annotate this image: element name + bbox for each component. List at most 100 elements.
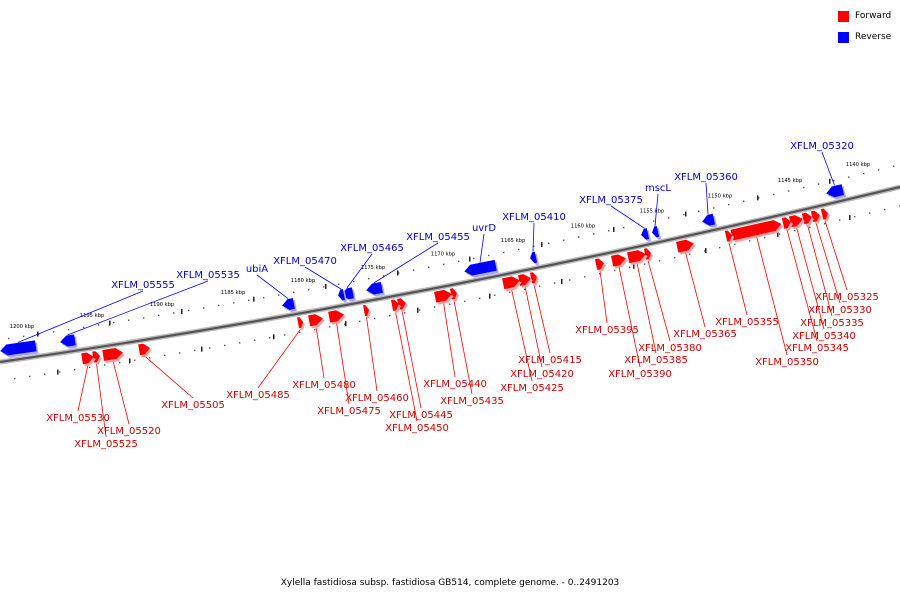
forward-leader [636,262,657,354]
scale-label: 1195 kbp [80,313,105,319]
scale-dot-lower [764,236,766,239]
scale-dot-lower [689,253,691,256]
scale-dot-upper [248,299,250,301]
backbone-layer [0,184,900,365]
reverse-leader [479,233,485,263]
scale-dot-upper [668,217,670,219]
scale-dot-lower [524,288,526,290]
scale-label: 1140 kbp [846,162,871,168]
scale-dot-lower [149,357,151,359]
scale-dot-upper [8,337,10,340]
forward-leader [647,260,671,342]
scale-dot-lower [74,368,76,371]
scale-dot-upper [698,210,700,213]
gene-body [138,343,150,356]
scale-dot-upper [803,186,805,189]
scale-tick-upper [181,308,183,314]
scale-tick-lower [489,293,491,299]
scale-dot-lower [644,263,646,265]
forward-gene [643,248,653,262]
gene-body [820,208,828,220]
scale-dot-lower [824,222,826,225]
scale-dot-lower [779,233,781,235]
forward-gene [594,258,606,273]
forward-gene-label: XFLM_05460 [345,393,409,404]
forward-leader [728,242,748,316]
scale-dot-lower [554,282,556,284]
scale-tick-upper [613,227,615,233]
scale-dot-lower [194,349,196,352]
scale-dot-upper [383,275,385,277]
scale-dot-lower [794,229,796,232]
scale-dot-lower [209,347,211,349]
forward-gene-label: XFLM_05425 [500,383,564,394]
scale-tick-upper [757,195,759,201]
forward-leader [618,266,641,368]
scale-dot-upper [518,248,520,251]
reverse-leader [821,151,835,186]
reverse-leader [373,242,439,284]
reverse-gene-label: XFLM_05555 [111,280,175,291]
reverse-leader [532,222,535,252]
forward-gene-label: XFLM_05340 [792,331,856,342]
forward-leader [807,224,833,317]
scale-label: 1150 kbp [708,194,733,200]
scale-tick-upper [253,296,255,302]
scale-dot-lower [389,315,391,317]
scale-dot-lower [569,279,571,281]
forward-leader [257,329,301,389]
gene-body [297,316,303,329]
scale-dot-lower [674,256,676,259]
scale-dot-lower [464,300,466,302]
reverse-gene-label: XFLM_05410 [502,212,566,223]
reverse-gene-label: uvrD [472,223,496,234]
scale-dot-lower [224,344,226,347]
gene-body [641,228,650,240]
leader-layer [17,151,848,438]
scale-dot-upper [23,335,25,338]
forward-gene-label: XFLM_05450 [385,423,449,434]
reverse-gene-label: mscL [645,183,671,194]
reverse-gene-label: XFLM_05375 [579,195,643,206]
scale-tick-lower [849,215,851,221]
scale-dot-lower [299,331,301,333]
scale-dot-upper [623,226,625,229]
reverse-swatch [838,31,849,43]
forward-leader [524,286,543,368]
scale-dot-lower [629,266,631,269]
scale-tick-lower [129,358,131,364]
scale-dot-lower [359,320,361,323]
gene-body [530,251,538,264]
scale-dot-lower [14,377,16,380]
scale-layer: 1140 kbp 1145 kbp 1150 kbp 1155 kbp 1160 kbp… [8,162,900,380]
gene-body [702,213,716,226]
scale-dot-lower [119,361,121,364]
forward-gene-label: XFLM_05435 [440,396,504,407]
reverse-gene [60,334,78,349]
reverse-gene-label: XFLM_05535 [176,270,240,281]
scale-dot-upper [683,213,685,216]
scale-dot-upper [263,296,265,299]
scale-dot-upper [98,324,100,326]
scale-dot-lower [659,260,661,262]
forward-leader [112,360,130,425]
scale-dot-upper [113,321,115,324]
forward-gene [434,289,454,305]
reverse-leader [346,253,373,289]
forward-leader [786,229,818,342]
forward-gene [363,304,371,319]
scale-dot-upper [428,266,430,268]
scale-dot-lower [179,352,181,354]
scale-dot-lower [479,297,481,299]
scale-dot-lower [749,240,751,242]
scale-dot-lower [29,375,31,378]
scale-dot-upper [878,169,880,171]
gene-body [676,239,694,253]
forward-gene-label: XFLM_05365 [673,329,737,340]
gene-body [81,352,94,365]
scale-dot-upper [608,230,610,232]
forward-gene [676,239,696,255]
forward-gene-label: XFLM_05485 [226,390,290,401]
scale-label: 1165 kbp [501,238,526,244]
scale-dot-upper [53,331,55,333]
